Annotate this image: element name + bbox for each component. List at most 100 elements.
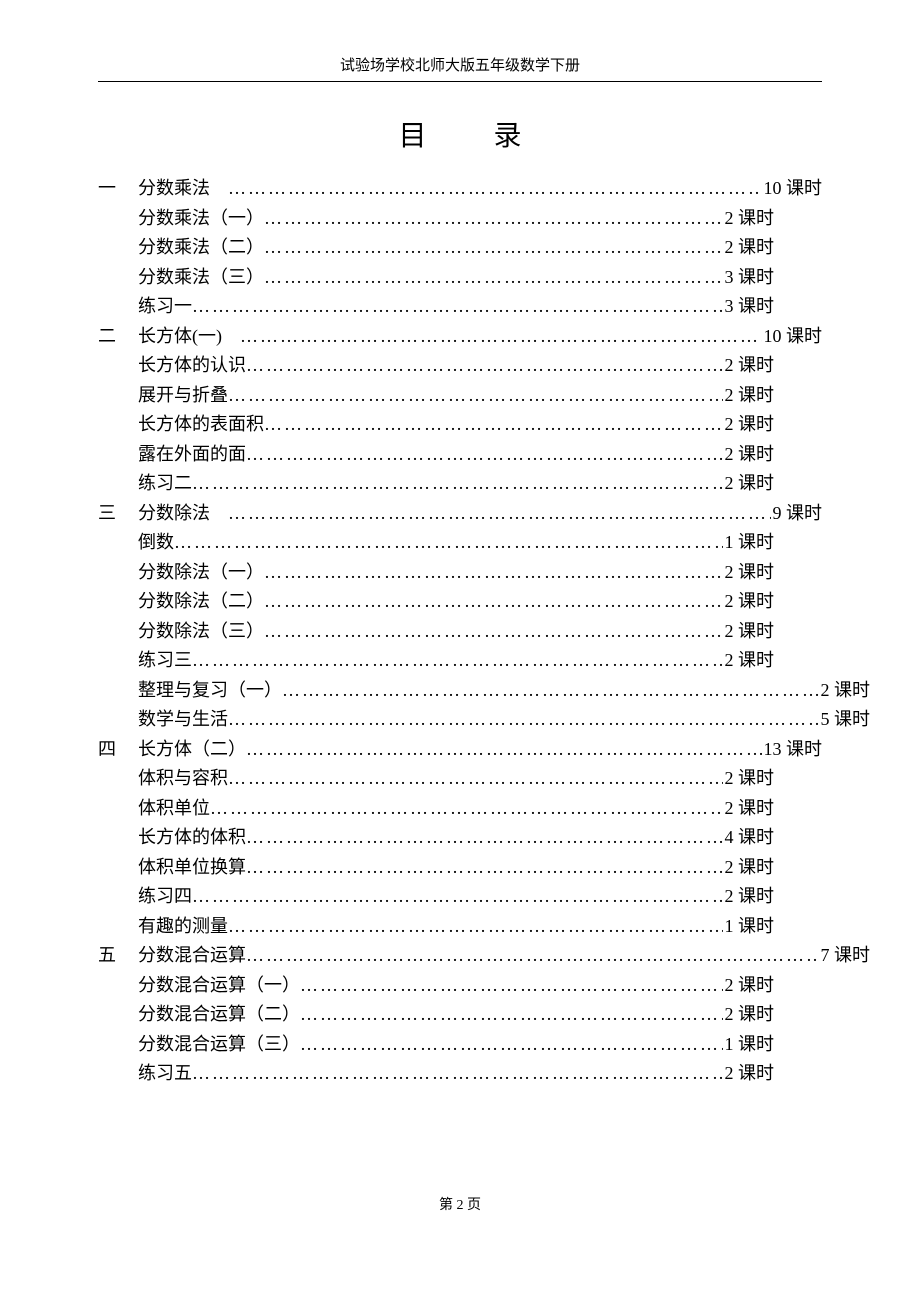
item-label: 整理与复习（一）: [138, 676, 282, 706]
leader-dots: [228, 705, 819, 735]
leader-dots: [192, 292, 723, 322]
hours-label: 2 课时: [723, 853, 775, 883]
item-label: 练习三: [138, 646, 192, 676]
toc-chapter-row: 一分数乘法 10 课时: [98, 174, 822, 204]
hours-label: 1 课时: [723, 528, 775, 558]
leader-dots: [246, 941, 819, 971]
toc-chapter-row: 二长方体(一) 10 课时: [98, 322, 822, 352]
toc-item-row: 体积单位换算 2 课时: [98, 853, 774, 883]
item-label: 分数乘法（三）: [138, 263, 264, 293]
hours-label: 2 课时: [723, 764, 775, 794]
leader-dots: [264, 410, 723, 440]
footer-text: 第 2 页: [439, 1198, 481, 1213]
leader-dots: [192, 1059, 723, 1089]
hours-label: 2 课时: [723, 469, 775, 499]
toc-item-row: 露在外面的面2 课时: [98, 440, 774, 470]
item-label: 练习一: [138, 292, 192, 322]
leader-dots: [246, 853, 723, 883]
leader-dots: [264, 263, 723, 293]
item-label: 体积单位换算: [138, 853, 246, 883]
page-title: 目 录: [0, 114, 920, 154]
hours-label: 2 课时: [723, 646, 775, 676]
chapter-label: 分数乘法: [138, 174, 210, 204]
hours-label: 5 课时: [819, 705, 871, 735]
toc-chapter-row: 五分数混合运算 7 课时: [98, 941, 870, 971]
leader-dots: [300, 1030, 723, 1060]
toc-item-row: 分数乘法（三） 3 课时: [98, 263, 774, 293]
toc-chapter-row: 四长方体（二）13 课时: [98, 735, 822, 765]
item-label: 倒数: [138, 528, 174, 558]
spacer: [210, 499, 228, 529]
leader-dots: [228, 499, 771, 529]
leader-dots: [246, 440, 723, 470]
item-label: 露在外面的面: [138, 440, 246, 470]
leader-dots: [174, 528, 723, 558]
toc-item-row: 分数乘法（二）2 课时: [98, 233, 774, 263]
chapter-label: 分数混合运算: [138, 941, 246, 971]
leader-dots: [192, 469, 723, 499]
toc-item-row: 整理与复习（一） 2 课时: [98, 676, 870, 706]
hours-label: 2 课时: [723, 794, 775, 824]
hours-label: 2 课时: [723, 617, 775, 647]
item-label: 分数除法（三）: [138, 617, 264, 647]
header-text: 试验场学校北师大版五年级数学下册: [340, 58, 580, 74]
toc-item-row: 分数混合运算（二）2 课时: [98, 1000, 774, 1030]
item-label: 分数混合运算（三）: [138, 1030, 300, 1060]
hours-label: 1 课时: [723, 1030, 775, 1060]
toc-item-row: 练习四 2 课时: [98, 882, 774, 912]
hours-label: 2 课时: [723, 204, 775, 234]
hours-label: 4 课时: [723, 823, 775, 853]
leader-dots: [240, 322, 762, 352]
chapter-number: 四: [98, 735, 138, 765]
hours-label: 2 课时: [723, 410, 775, 440]
hours-label: 9 课时: [771, 499, 823, 529]
leader-dots: [246, 823, 723, 853]
leader-dots: [246, 735, 762, 765]
item-label: 练习五: [138, 1059, 192, 1089]
hours-label: 2 课时: [819, 676, 871, 706]
item-label: 体积单位: [138, 794, 210, 824]
item-label: 展开与折叠: [138, 381, 228, 411]
hours-label: 2 课时: [723, 381, 775, 411]
page-header: 试验场学校北师大版五年级数学下册: [0, 0, 920, 75]
toc-item-row: 倒数 1 课时: [98, 528, 774, 558]
item-label: 分数除法（一）: [138, 558, 264, 588]
toc-item-row: 分数混合运算（一）2 课时: [98, 971, 774, 1001]
hours-label: 2 课时: [723, 971, 775, 1001]
leader-dots: [192, 882, 723, 912]
page-footer: 第 2 页: [0, 1194, 920, 1214]
hours-label: 7 课时: [819, 941, 871, 971]
hours-label: 2 课时: [723, 233, 775, 263]
chapter-number: 三: [98, 499, 138, 529]
hours-label: 3 课时: [723, 292, 775, 322]
toc-item-row: 体积与容积 2 课时: [98, 764, 774, 794]
toc-item-row: 分数除法（三） 2 课时: [98, 617, 774, 647]
item-label: 数学与生活: [138, 705, 228, 735]
toc-item-row: 展开与折叠 2 课时: [98, 381, 774, 411]
toc-item-row: 分数乘法（一）2 课时: [98, 204, 774, 234]
leader-dots: [210, 794, 723, 824]
toc-item-row: 长方体的认识2 课时: [98, 351, 774, 381]
hours-label: 2 课时: [723, 1000, 775, 1030]
hours-label: 2 课时: [723, 587, 775, 617]
item-label: 练习四: [138, 882, 192, 912]
chapter-number: 一: [98, 174, 138, 204]
leader-dots: [264, 617, 723, 647]
toc-item-row: 长方体的体积4 课时: [98, 823, 774, 853]
toc-item-row: 练习三 2 课时: [98, 646, 774, 676]
table-of-contents: 一分数乘法 10 课时分数乘法（一）2 课时分数乘法（二）2 课时分数乘法（三）…: [98, 174, 822, 1089]
item-label: 有趣的测量: [138, 912, 228, 942]
chapter-label: 分数除法: [138, 499, 210, 529]
item-label: 体积与容积: [138, 764, 228, 794]
item-label: 长方体的认识: [138, 351, 246, 381]
header-underline: [98, 81, 822, 82]
leader-dots: [300, 971, 723, 1001]
leader-dots: [264, 233, 723, 263]
toc-item-row: 分数除法（一）2 课时: [98, 558, 774, 588]
chapter-number: 五: [98, 941, 138, 971]
spacer: [222, 322, 240, 352]
toc-item-row: 体积单位 2 课时: [98, 794, 774, 824]
hours-label: 2 课时: [723, 882, 775, 912]
hours-label: 10 课时: [762, 322, 823, 352]
hours-label: 3 课时: [723, 263, 775, 293]
